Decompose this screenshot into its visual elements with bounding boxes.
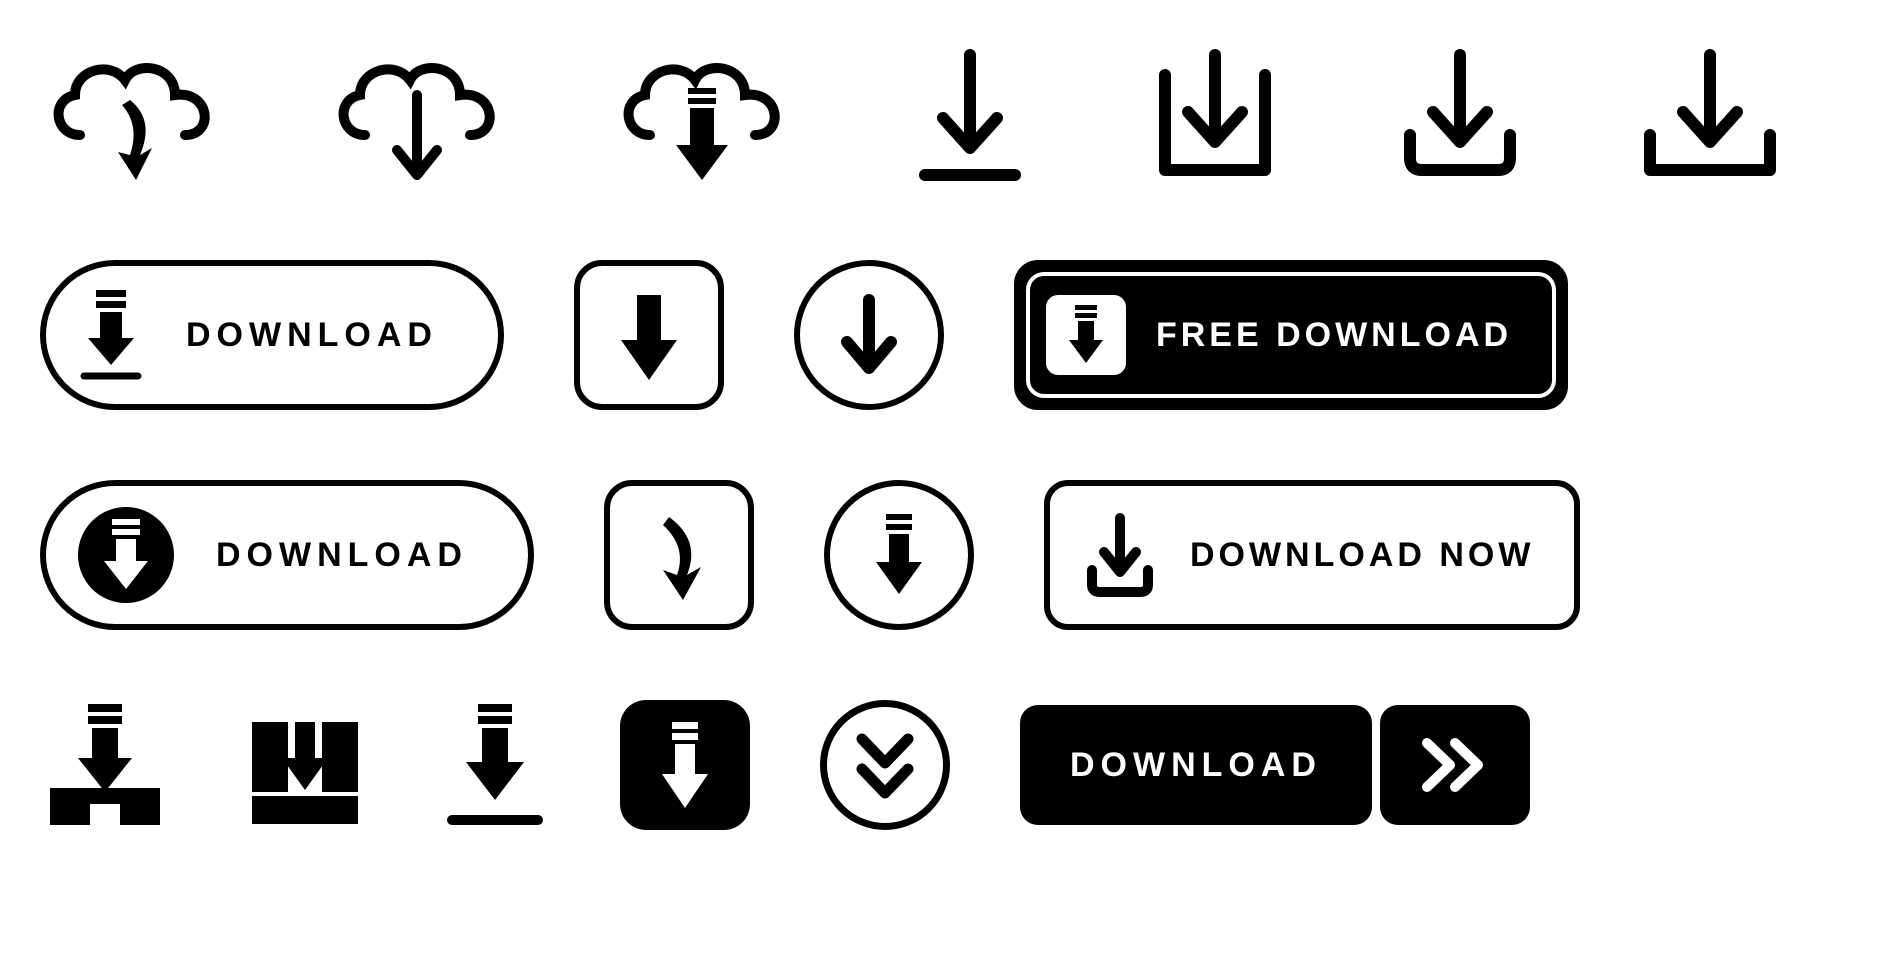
circle-double-chevron-icon — [820, 700, 950, 830]
cloud-straight-arrow-icon — [325, 40, 515, 190]
thick-down-arrow-icon — [609, 285, 689, 385]
download-bar-arrow-icon — [76, 290, 146, 380]
download-bar-arrow-small-icon — [1061, 305, 1111, 365]
download-now-button[interactable]: DOWNLOAD NOW — [1044, 480, 1581, 630]
thin-down-arrow-icon — [829, 290, 909, 380]
arrow-into-rounded-tray-icon — [1385, 40, 1535, 190]
arrow-into-filled-tray-icon — [240, 700, 370, 830]
curved-down-arrow-icon — [639, 505, 719, 605]
download-circle-arrow-icon — [76, 505, 176, 605]
download-pill-button-2[interactable]: DOWNLOAD — [40, 480, 534, 630]
arrow-bars-into-tray-icon — [40, 700, 170, 830]
download-bar-arrow-white-icon — [650, 718, 720, 813]
arrow-into-box-icon — [1140, 40, 1290, 190]
free-download-button[interactable]: FREE DOWNLOAD — [1014, 260, 1568, 410]
download-split-arrow[interactable] — [1380, 705, 1530, 825]
double-chevron-right-icon — [1415, 735, 1495, 795]
free-download-icon-box — [1046, 295, 1126, 375]
row-buttons-1: DOWNLOAD FREE DOWN — [40, 260, 1857, 410]
cloud-thick-arrow-icon — [610, 40, 800, 190]
download-split-main[interactable]: DOWNLOAD — [1020, 705, 1372, 825]
download-pill-1-label: DOWNLOAD — [186, 316, 438, 355]
download-pill-2-label: DOWNLOAD — [216, 536, 468, 575]
download-icon-set: DOWNLOAD FREE DOWN — [40, 40, 1857, 830]
double-chevron-down-icon — [850, 725, 920, 805]
arrow-to-line-icon — [895, 40, 1045, 190]
free-download-label: FREE DOWNLOAD — [1156, 316, 1512, 355]
download-bar-arrow-med-icon — [864, 510, 934, 600]
arrow-into-tray-wide-icon — [1630, 40, 1790, 190]
download-pill-button-1[interactable]: DOWNLOAD — [40, 260, 504, 410]
arrow-into-tray-small-icon — [1080, 510, 1160, 600]
download-square-button-2[interactable] — [604, 480, 754, 630]
row-clouds-arrows — [40, 40, 1857, 190]
filled-square-download-icon — [620, 700, 750, 830]
row-buttons-2: DOWNLOAD DOWNLOAD NOW — [40, 480, 1857, 630]
download-circle-button-2[interactable] — [824, 480, 974, 630]
row-icons-split: DOWNLOAD — [40, 700, 1857, 830]
download-split-label: DOWNLOAD — [1070, 746, 1322, 785]
cloud-curved-arrow-icon — [40, 40, 230, 190]
download-circle-button-1[interactable] — [794, 260, 944, 410]
download-now-label: DOWNLOAD NOW — [1190, 536, 1535, 575]
arrow-bars-to-line-icon — [440, 700, 550, 830]
download-split-button[interactable]: DOWNLOAD — [1020, 705, 1530, 825]
download-square-button-1[interactable] — [574, 260, 724, 410]
